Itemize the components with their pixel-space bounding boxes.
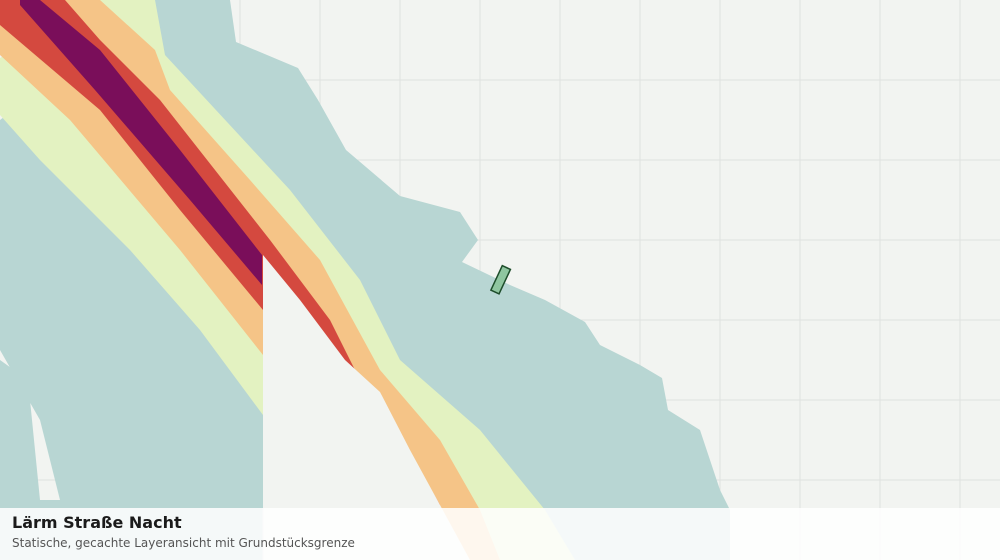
parcel-boundary [489, 264, 512, 295]
layer-cut-area [263, 255, 470, 560]
noise-band-very-high [20, 0, 262, 285]
layer-subtitle: Statische, gecachte Layeransicht mit Gru… [12, 536, 355, 550]
legend-footer: Lärm Straße Nacht Statische, gecachte La… [0, 508, 1000, 560]
layer-title: Lärm Straße Nacht [12, 513, 182, 532]
